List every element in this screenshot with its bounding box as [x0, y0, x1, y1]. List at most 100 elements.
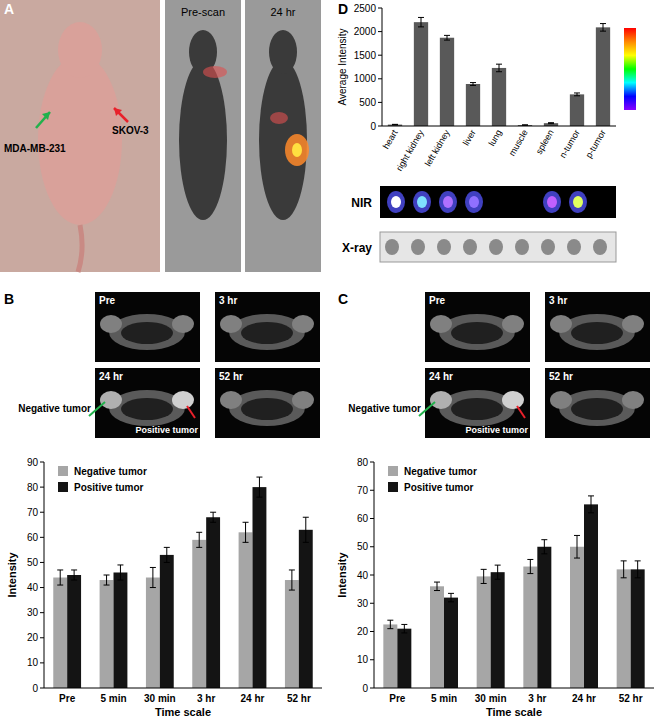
tick-label: 50 — [357, 541, 369, 552]
bar — [570, 547, 584, 688]
nir-blob — [569, 191, 587, 213]
error-bar — [289, 570, 295, 590]
tick — [40, 512, 44, 513]
error-bar — [164, 547, 170, 562]
tick-label: heart — [381, 128, 400, 151]
bar — [100, 580, 114, 688]
tick-label: muscle — [507, 128, 530, 158]
tick-label: spleen — [534, 128, 556, 156]
marks — [388, 17, 610, 126]
nir-blob — [439, 191, 457, 213]
bar — [67, 575, 81, 688]
nir-blob — [391, 196, 401, 208]
tick — [370, 659, 374, 660]
error-bar — [495, 565, 501, 579]
background — [0, 0, 661, 723]
bar — [160, 555, 174, 688]
mri-tumor — [550, 391, 572, 409]
tick-label: 40 — [27, 582, 39, 593]
bar — [253, 487, 267, 688]
tumor-label: Negative tumor — [18, 403, 91, 414]
image-title: Pre — [99, 295, 116, 306]
tick-label: 60 — [27, 532, 39, 543]
mri-tumor — [220, 315, 242, 333]
error-bar — [150, 567, 156, 587]
bar — [146, 578, 160, 688]
image-title: 3 hr — [549, 295, 567, 306]
tick — [378, 55, 382, 56]
xray-image — [165, 0, 241, 272]
xray-blob — [411, 239, 425, 255]
mouse-head — [58, 22, 102, 78]
mouse-tail — [78, 225, 82, 272]
error-bar — [434, 582, 440, 590]
tick-label: 2500 — [354, 3, 377, 14]
mri-tumor — [220, 391, 242, 409]
error-bar — [71, 570, 77, 580]
tick — [40, 662, 44, 663]
error-bar — [621, 561, 627, 578]
xray-blob — [489, 239, 503, 255]
arrow — [187, 406, 195, 418]
strip-label: X-ray — [342, 241, 372, 255]
nir-blob — [387, 191, 405, 213]
error-bar — [256, 477, 262, 497]
bar — [491, 572, 505, 688]
mri-tumor — [292, 391, 314, 409]
bar — [383, 624, 397, 688]
tick-label: 30 min — [475, 693, 507, 704]
axis-label: Intensity — [336, 552, 348, 598]
tick — [370, 688, 374, 689]
tick-label: lung — [487, 128, 504, 148]
mri-tumor — [622, 315, 644, 333]
mri-image — [215, 292, 320, 362]
signal — [292, 143, 302, 157]
mri-image — [545, 292, 650, 362]
tick-label: right kidney — [394, 128, 426, 173]
colorbar — [624, 28, 636, 110]
error-bar — [548, 122, 554, 124]
arrow-head — [114, 108, 122, 116]
mri-tumor — [172, 391, 194, 409]
legend-label: Negative tumor — [404, 466, 477, 477]
tick — [40, 612, 44, 613]
nir-blob — [543, 191, 561, 213]
nir-blob — [417, 196, 427, 208]
tick — [370, 575, 374, 576]
mri-panel: BPre3 hr24 hr52 hrNegative tumorPositive… — [4, 291, 320, 438]
image-title: 52 hr — [549, 371, 573, 382]
y-axis — [382, 8, 383, 126]
tick-label: 500 — [359, 97, 376, 108]
axis-label: Average Intensity — [337, 28, 348, 105]
tick-label: 10 — [357, 654, 369, 665]
error-bar — [448, 593, 454, 601]
image-title: 3 hr — [219, 295, 237, 306]
tumor-label: MDA-MB-231 — [4, 143, 66, 154]
mri-cavity — [571, 322, 623, 344]
arrow — [517, 406, 525, 418]
bar — [414, 22, 428, 126]
tick-label: 20 — [357, 626, 369, 637]
tick-label: 20 — [27, 632, 39, 643]
bar — [617, 569, 631, 688]
tick — [370, 603, 374, 604]
tick-label: 1500 — [354, 50, 377, 61]
error-bar — [392, 124, 398, 125]
bar — [53, 578, 67, 688]
bar — [285, 580, 299, 688]
panel-label: B — [4, 291, 14, 307]
mri-tumor — [172, 315, 194, 333]
mri-cavity — [571, 398, 623, 420]
nir-blob — [573, 196, 583, 208]
bar — [206, 517, 220, 688]
error-bar — [496, 64, 502, 72]
error-bar — [303, 517, 309, 542]
mri-image — [95, 292, 200, 362]
tick-label: 40 — [357, 570, 369, 581]
tick — [40, 462, 44, 463]
chart: 0102030405060708090Pre5 min30 min3 hr24 … — [6, 457, 322, 719]
tick-label: 80 — [27, 482, 39, 493]
tick-label: 5 min — [431, 693, 457, 704]
bar — [239, 532, 253, 688]
mri-image — [425, 368, 530, 438]
